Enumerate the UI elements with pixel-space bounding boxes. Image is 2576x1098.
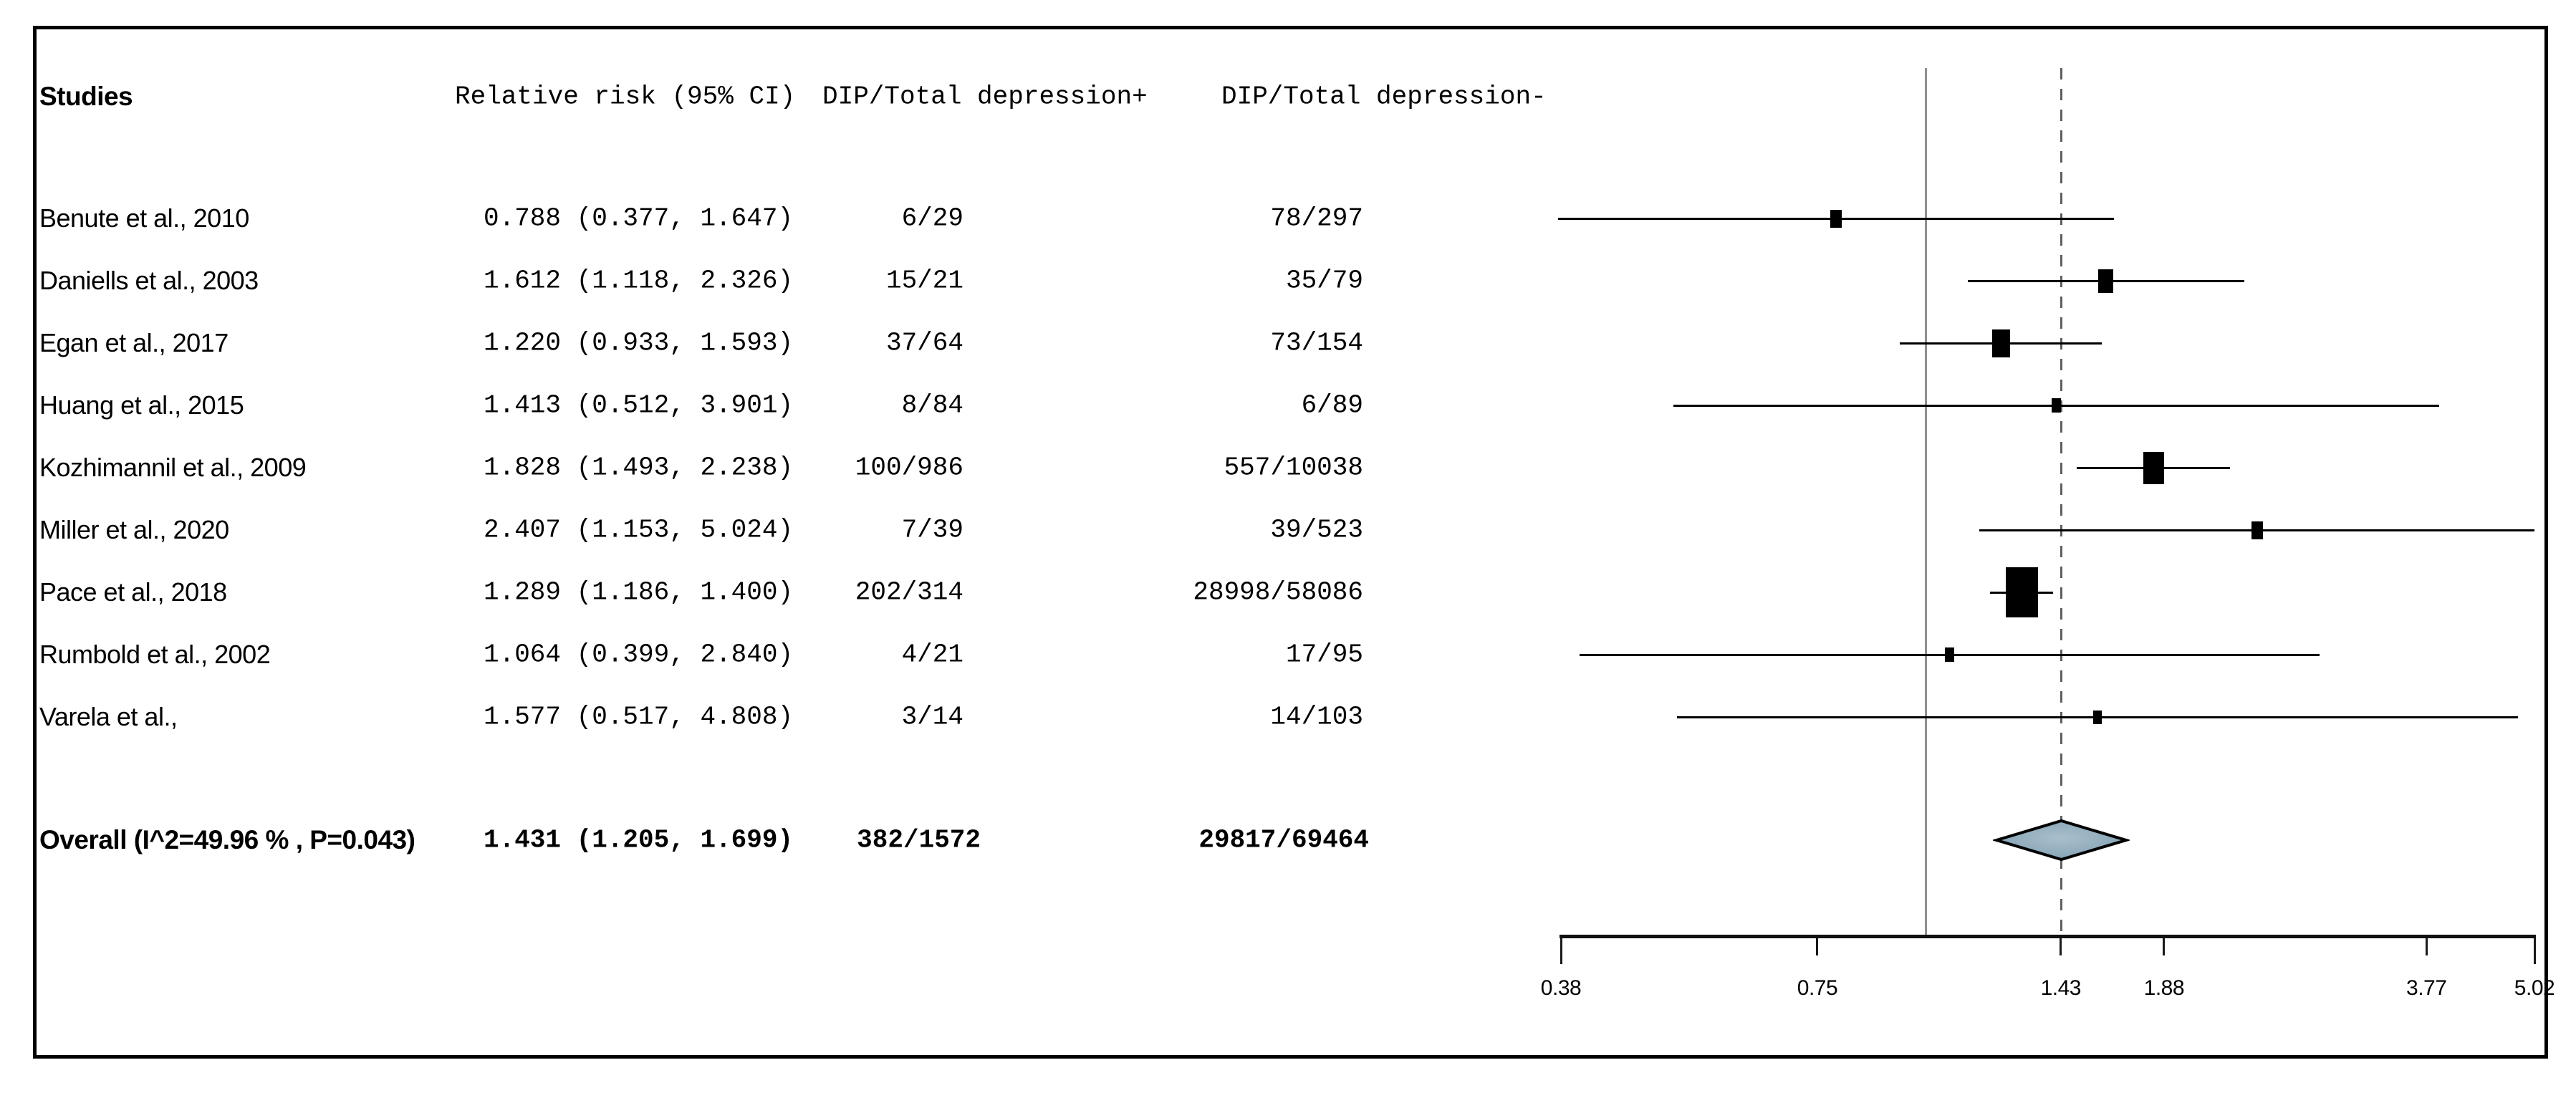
- reference-line-rr1: [1924, 68, 1927, 935]
- study-rr-ci: 0.788 (0.377, 1.647): [484, 203, 794, 233]
- effect-size-marker: [1944, 647, 1954, 662]
- x-axis-tick: [1816, 938, 1819, 955]
- effect-size-marker: [1991, 329, 2010, 357]
- study-rr-ci: 1.577 (0.517, 4.808): [484, 702, 794, 732]
- overall-label: Overall (I^2=49.96 % , P=0.043): [39, 825, 415, 854]
- x-axis-tick-label: 5.02: [2514, 976, 2555, 1000]
- study-dip-neg: 557/10038: [1224, 453, 1363, 483]
- effect-size-marker: [2093, 710, 2102, 724]
- study-dip-neg: 14/103: [1270, 702, 1363, 732]
- study-dip-neg: 73/154: [1270, 328, 1363, 358]
- study-name: Egan et al., 2017: [39, 328, 229, 357]
- column-header-dip-depression-neg: DIP/Total depression-: [1221, 82, 1547, 112]
- study-rr-ci: 1.220 (0.933, 1.593): [484, 328, 794, 358]
- effect-size-marker: [2098, 269, 2114, 293]
- study-dip-pos: 100/986: [855, 453, 963, 483]
- overall-dip-pos: 382/1572: [857, 825, 981, 855]
- study-dip-pos: 15/21: [885, 266, 963, 296]
- x-axis-tick: [2425, 938, 2428, 955]
- overall-dip-neg: 29817/69464: [1198, 825, 1369, 855]
- study-name: Miller et al., 2020: [39, 515, 229, 544]
- x-axis-tick-label: 3.77: [2406, 976, 2447, 1000]
- overall-diamond: [1992, 819, 2130, 862]
- effect-size-marker: [1830, 209, 1842, 228]
- study-dip-neg: 39/523: [1270, 515, 1363, 545]
- x-axis-tick-label: 1.88: [2143, 976, 2185, 1000]
- study-name: Rumbold et al., 2002: [39, 640, 271, 669]
- study-rr-ci: 1.828 (1.493, 2.238): [484, 453, 794, 483]
- x-axis-tick: [2533, 938, 2536, 964]
- column-header-studies: Studies: [39, 82, 133, 111]
- study-dip-pos: 202/314: [855, 577, 963, 607]
- x-axis-tick-label: 1.43: [2040, 976, 2082, 1000]
- study-dip-pos: 4/21: [901, 640, 963, 670]
- study-rr-ci: 1.413 (0.512, 3.901): [484, 390, 794, 420]
- overall-rr-ci: 1.431 (1.205, 1.699): [484, 825, 794, 855]
- column-header-relative-risk: Relative risk (95% CI): [455, 82, 796, 112]
- effect-size-marker: [2251, 521, 2263, 539]
- effect-size-marker: [2143, 451, 2164, 484]
- x-axis-line: [1559, 935, 2536, 938]
- study-name: Benute et al., 2010: [39, 203, 249, 233]
- study-dip-neg: 17/95: [1285, 640, 1363, 670]
- x-axis-tick: [2163, 938, 2166, 955]
- study-dip-pos: 6/29: [901, 203, 963, 233]
- study-dip-neg: 35/79: [1285, 266, 1363, 296]
- study-name: Kozhimannil et al., 2009: [39, 453, 307, 482]
- study-rr-ci: 2.407 (1.153, 5.024): [484, 515, 794, 545]
- x-axis-tick: [2060, 938, 2062, 955]
- study-name: Huang et al., 2015: [39, 390, 244, 420]
- effect-size-marker: [2005, 567, 2038, 617]
- study-dip-pos: 8/84: [901, 390, 963, 420]
- study-dip-neg: 78/297: [1270, 203, 1363, 233]
- study-rr-ci: 1.612 (1.118, 2.326): [484, 266, 794, 296]
- study-name: Varela et al.,: [39, 702, 178, 731]
- x-axis-tick-label: 0.75: [1797, 976, 1838, 1000]
- figure-border: Studies Relative risk (95% CI) DIP/Total…: [33, 26, 2555, 1059]
- x-axis-tick: [1559, 938, 1562, 964]
- overall-diamond-shape: [1992, 819, 2130, 862]
- column-header-dip-depression-pos: DIP/Total depression+: [822, 82, 1148, 112]
- study-rr-ci: 1.064 (0.399, 2.840): [484, 640, 794, 670]
- effect-size-marker: [2052, 398, 2061, 413]
- study-dip-neg: 28998/58086: [1193, 577, 1363, 607]
- study-dip-pos: 7/39: [901, 515, 963, 545]
- study-name: Pace et al., 2018: [39, 577, 227, 607]
- study-dip-pos: 3/14: [901, 702, 963, 732]
- x-axis-tick-label: 0.38: [1540, 976, 1582, 1000]
- overall-dashed-line: [2060, 68, 2062, 935]
- study-rr-ci: 1.289 (1.186, 1.400): [484, 577, 794, 607]
- study-dip-pos: 37/64: [885, 328, 963, 358]
- study-dip-neg: 6/89: [1301, 390, 1363, 420]
- study-name: Daniells et al., 2003: [39, 266, 259, 295]
